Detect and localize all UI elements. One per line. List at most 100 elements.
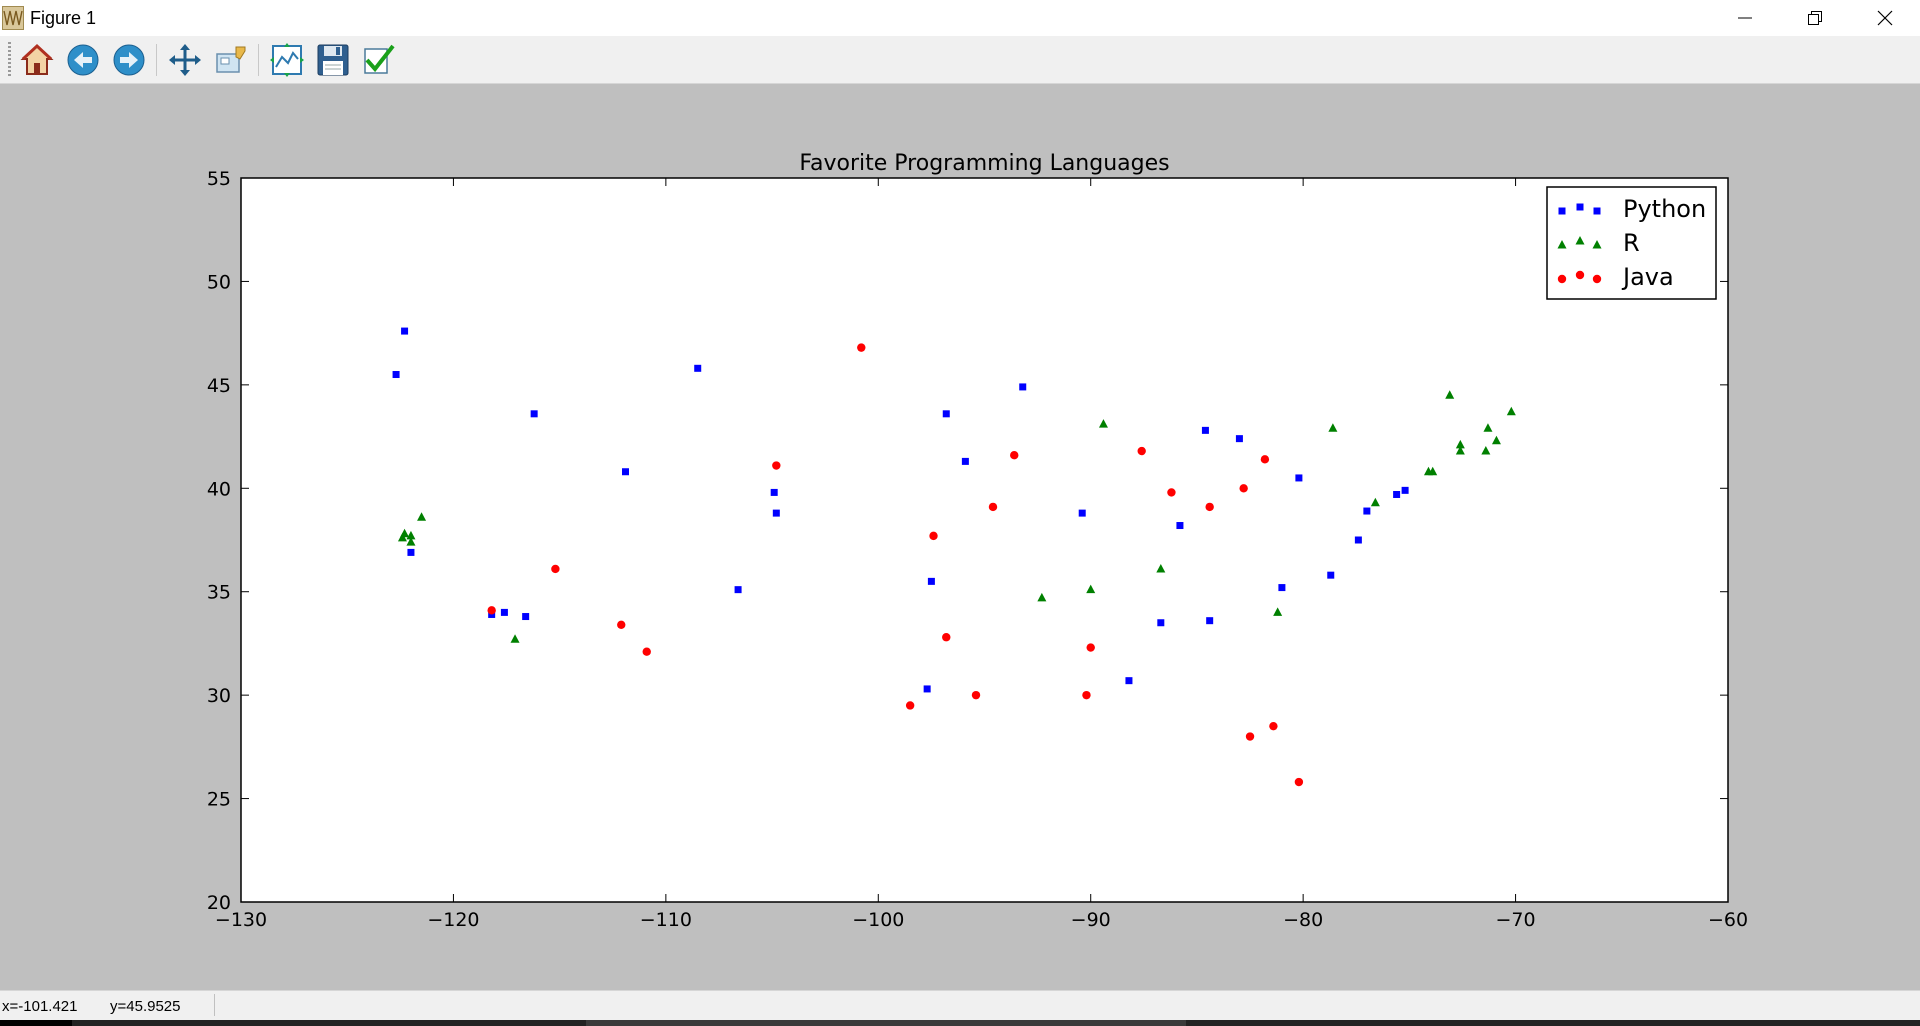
toolbar-separator — [156, 44, 157, 76]
data-point-r — [1370, 497, 1380, 507]
floppy-disk-icon — [317, 44, 349, 76]
legend-label: Python — [1623, 195, 1706, 223]
cursor-y-readout: y=45.9525 — [110, 998, 181, 1015]
taskbar-strip — [0, 1020, 1920, 1026]
data-point-python — [942, 410, 950, 418]
chart-svg: −130 −120 −110 −100 −90 −80 −70 −60 20 25 30 35 40 45… — [207, 151, 1748, 931]
axes-frame — [240, 177, 1729, 903]
legend-entry-r: R — [1557, 229, 1640, 257]
data-point-python — [1157, 619, 1165, 627]
status-separator — [214, 994, 215, 1016]
data-point-java — [642, 647, 651, 656]
data-point-java — [617, 620, 626, 630]
legend-marker — [1576, 203, 1584, 211]
x-tick-label: −90 — [1071, 909, 1111, 931]
legend-marker — [1592, 274, 1602, 284]
data-point-python — [961, 457, 969, 465]
data-point-python — [694, 364, 702, 372]
data-point-r — [1455, 446, 1465, 455]
data-point-python — [772, 509, 780, 517]
data-point-r — [1328, 423, 1338, 432]
y-tick-label: 55 — [207, 168, 231, 190]
data-point-java — [857, 343, 866, 352]
restore-button[interactable] — [1780, 0, 1850, 36]
legend-marker — [1575, 236, 1585, 245]
data-point-java — [971, 690, 981, 700]
data-point-java — [1010, 450, 1019, 460]
data-point-java — [929, 531, 938, 541]
data-point-r — [400, 528, 410, 538]
data-point-r — [1156, 563, 1166, 573]
window-title: Figure 1 — [30, 8, 97, 28]
restore-icon — [1808, 11, 1822, 25]
x-tick-label: −110 — [640, 909, 692, 931]
pan-button[interactable] — [166, 41, 204, 79]
x-tick-label: −70 — [1496, 909, 1536, 931]
y-tick-label: 45 — [207, 375, 231, 397]
data-point-python — [1176, 522, 1184, 530]
close-icon — [1877, 10, 1893, 26]
figure-canvas[interactable]: −130 −120 −110 −100 −90 −80 −70 −60 20 25 30 35 40 45… — [0, 84, 1920, 990]
data-point-java — [487, 606, 496, 615]
data-point-r — [1445, 390, 1455, 399]
data-point-python — [927, 577, 935, 585]
data-point-r — [1491, 435, 1501, 445]
edit-axes-button[interactable] — [360, 41, 398, 79]
back-button[interactable] — [64, 41, 102, 79]
legend-entry-java: Java — [1557, 263, 1674, 291]
chart-legend: Python R Java — [1546, 186, 1717, 300]
minimize-icon — [1738, 17, 1752, 19]
zoom-button[interactable] — [212, 41, 250, 79]
data-point-r — [1428, 466, 1438, 476]
forward-button[interactable] — [110, 41, 148, 79]
data-point-java — [772, 461, 781, 470]
x-tick-label: −100 — [852, 909, 904, 931]
data-point-java — [1260, 455, 1270, 464]
data-point-java — [1239, 484, 1248, 493]
data-point-python — [1363, 507, 1371, 515]
save-button[interactable] — [314, 41, 352, 79]
y-tick-label: 25 — [207, 789, 231, 811]
checkmark-icon — [364, 44, 395, 74]
series-r — [397, 390, 1516, 643]
data-point-python — [522, 613, 530, 621]
home-icon — [20, 43, 54, 75]
x-tick-label: −80 — [1283, 909, 1323, 931]
data-point-python — [1125, 677, 1133, 685]
legend-marker — [1557, 240, 1567, 249]
data-point-r — [1037, 592, 1047, 602]
x-tick-label: −130 — [215, 909, 267, 931]
series-java — [487, 343, 1304, 787]
minimize-button[interactable] — [1710, 0, 1780, 36]
data-point-python — [1206, 617, 1214, 625]
close-button[interactable] — [1850, 0, 1920, 36]
axes-background — [241, 178, 1728, 902]
back-arrow-icon — [67, 44, 99, 76]
y-tick-label: 20 — [207, 892, 231, 914]
data-point-python — [1393, 490, 1401, 498]
data-point-python — [1295, 474, 1303, 482]
data-point-java — [1205, 502, 1214, 512]
data-point-r — [1086, 584, 1096, 594]
toolbar-separator — [258, 44, 259, 76]
app-icon — [2, 6, 24, 30]
legend-marker — [1592, 240, 1602, 249]
data-point-java — [905, 701, 915, 710]
home-button[interactable] — [18, 41, 56, 79]
toolbar-grip[interactable] — [8, 42, 11, 76]
legend-marker — [1557, 274, 1567, 284]
navigation-toolbar — [0, 36, 1920, 84]
legend-marker — [1575, 270, 1585, 280]
data-point-r — [1273, 607, 1283, 616]
legend-marker — [1558, 207, 1566, 215]
data-point-python — [407, 548, 415, 556]
data-point-python — [1354, 536, 1362, 544]
data-point-r — [1098, 419, 1108, 428]
configure-subplots-button[interactable] — [268, 41, 306, 79]
data-point-python — [1235, 435, 1243, 443]
data-point-java — [942, 633, 951, 642]
data-point-java — [1294, 777, 1304, 787]
data-point-python — [401, 327, 409, 335]
data-point-java — [1082, 690, 1091, 700]
zoom-rect-icon — [216, 46, 246, 73]
